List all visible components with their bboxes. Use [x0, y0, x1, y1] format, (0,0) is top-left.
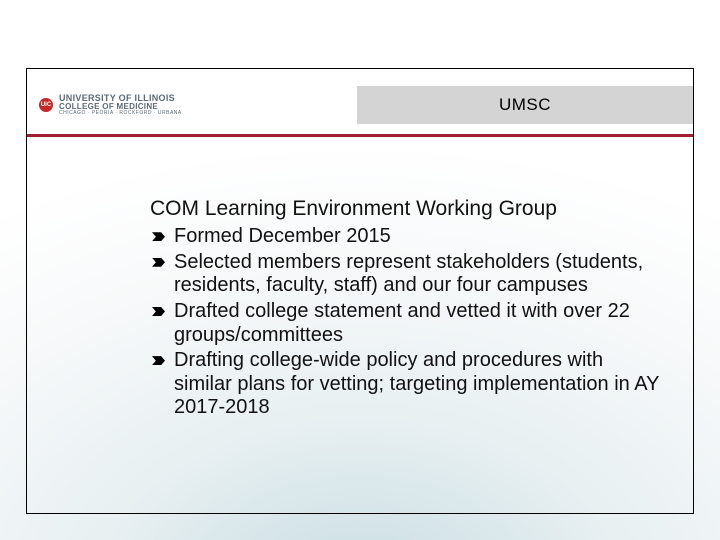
logo-area: UIC UNIVERSITY OF ILLINOIS COLLEGE OF ME…	[27, 86, 357, 124]
slide-title: UMSC	[357, 86, 693, 124]
bullet-list: Formed December 2015 Selected members re…	[150, 225, 660, 420]
list-item: Formed December 2015	[150, 225, 660, 249]
logo-text: UNIVERSITY OF ILLINOIS COLLEGE OF MEDICI…	[59, 94, 182, 116]
list-item: Drafting college-wide policy and procedu…	[150, 349, 660, 420]
content-area: COM Learning Environment Working Group F…	[150, 196, 660, 422]
list-item: Drafted college statement and vetted it …	[150, 300, 660, 347]
content-heading: COM Learning Environment Working Group	[150, 196, 660, 221]
logo-line-3: CHICAGO · PEORIA · ROCKFORD · URBANA	[59, 111, 182, 116]
slide: UIC UNIVERSITY OF ILLINOIS COLLEGE OF ME…	[0, 0, 720, 540]
header-bar: UIC UNIVERSITY OF ILLINOIS COLLEGE OF ME…	[27, 86, 693, 124]
header-divider	[27, 134, 693, 137]
list-item: Selected members represent stakeholders …	[150, 251, 660, 298]
uic-badge-icon: UIC	[39, 98, 53, 112]
